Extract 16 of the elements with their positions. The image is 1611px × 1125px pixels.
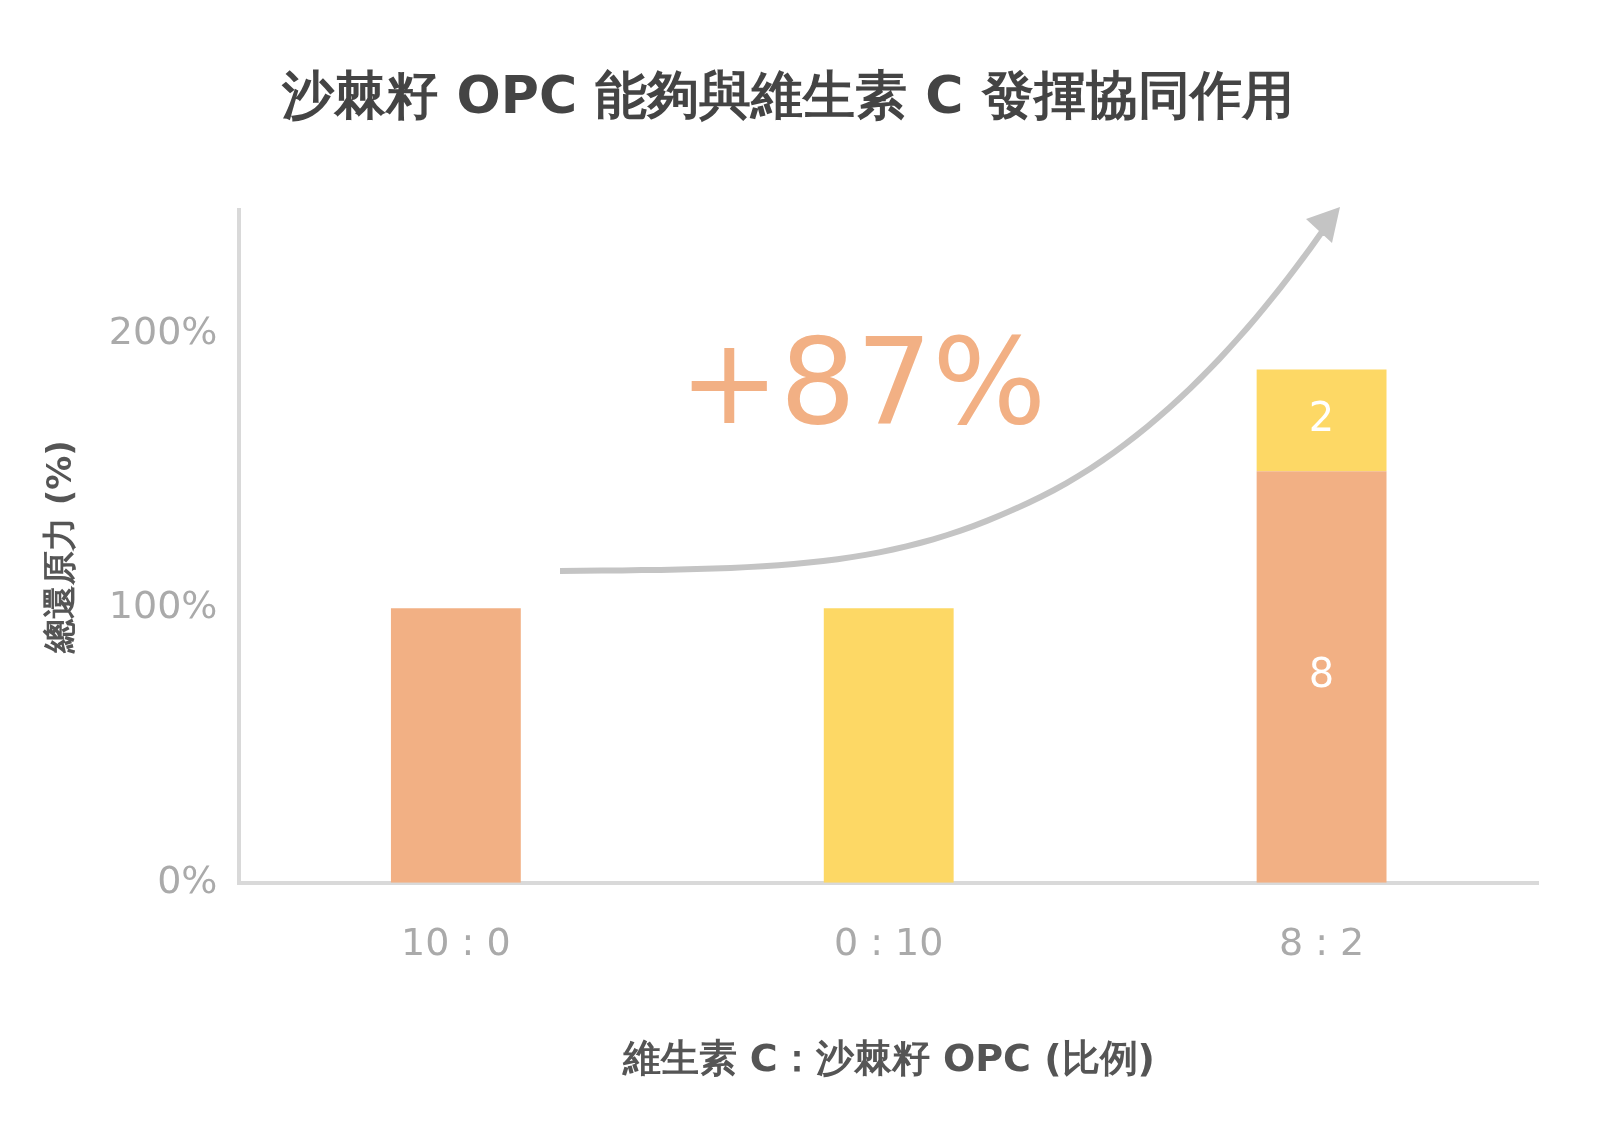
- x-tick-label: 10 : 0: [401, 920, 511, 965]
- x-tick-label: 0 : 10: [833, 920, 944, 965]
- y-tick-label: 200%: [108, 308, 218, 353]
- y-tick-label: 100%: [108, 583, 218, 628]
- x-tick-label: 8 : 2: [1278, 920, 1365, 965]
- bar: [823, 608, 954, 883]
- y-axis-title: 總還原力 (%): [39, 440, 80, 655]
- x-axis-title: 維生素 C：沙棘籽 OPC (比例): [621, 1036, 1155, 1081]
- y-tick-label: 0%: [157, 857, 218, 902]
- bar: [1256, 471, 1387, 883]
- bar: [390, 608, 521, 883]
- chart-title: 沙棘籽 OPC 能夠與維生素 C 發揮協同作用: [281, 64, 1294, 125]
- annotation: 8: [1308, 650, 1335, 697]
- annotation: +87%: [679, 312, 1047, 452]
- annotation: 2: [1308, 393, 1335, 440]
- bar: [1256, 369, 1387, 472]
